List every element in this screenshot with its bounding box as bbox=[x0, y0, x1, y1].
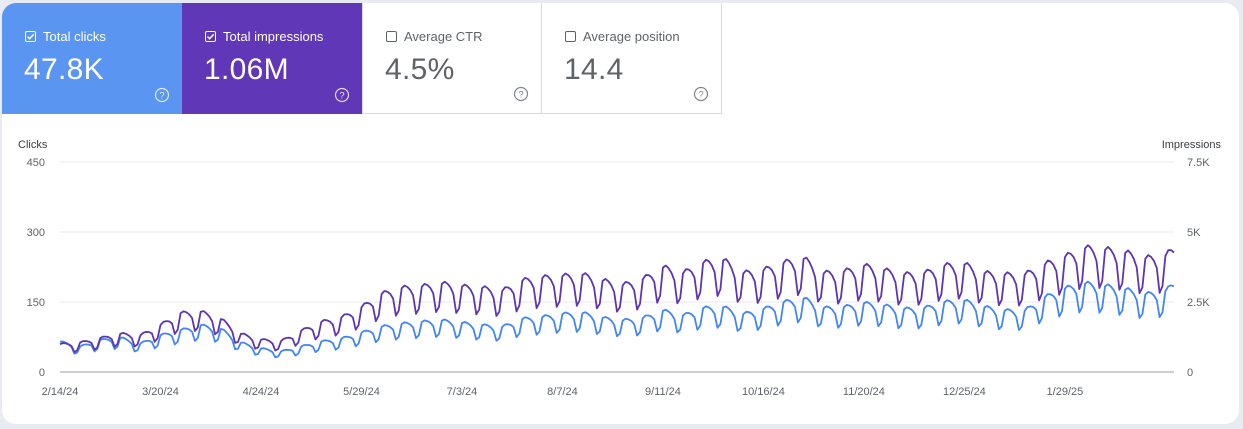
svg-text:?: ? bbox=[698, 89, 703, 100]
x-tick-label: 2/14/24 bbox=[42, 386, 79, 398]
metric-cards: Total clicks 47.8K ? Total impressions 1… bbox=[2, 3, 722, 114]
metric-label: Total impressions bbox=[223, 29, 324, 44]
left-axis-title: Clicks bbox=[18, 139, 48, 151]
series-line-clicks bbox=[59, 280, 1175, 359]
performance-chart[interactable]: Clicks Impressions 450 300 150 0 7.5K 5K 2.5K… bbox=[2, 3, 1239, 424]
metric-card-average-ctr[interactable]: Average CTR 4.5% ? bbox=[362, 3, 542, 114]
metric-value: 4.5% bbox=[385, 53, 455, 86]
svg-text:?: ? bbox=[339, 90, 344, 101]
metric-card-label-row: Average position bbox=[565, 29, 680, 44]
performance-panel: Total clicks 47.8K ? Total impressions 1… bbox=[2, 3, 1239, 424]
x-axis-ticks: 2/14/24 3/20/24 4/24/24 5/29/24 7/3/24 8/7/24… bbox=[42, 386, 1084, 398]
x-tick-label: 4/24/24 bbox=[243, 386, 280, 398]
help-icon[interactable]: ? bbox=[693, 86, 709, 102]
metric-value: 47.8K bbox=[24, 53, 104, 86]
left-tick-label: 300 bbox=[27, 227, 45, 239]
svg-text:?: ? bbox=[518, 89, 523, 100]
right-tick-label: 2.5K bbox=[1187, 297, 1210, 309]
x-tick-label: 7/3/24 bbox=[447, 386, 478, 398]
metric-card-total-impressions[interactable]: Total impressions 1.06M ? bbox=[182, 3, 362, 114]
help-icon[interactable]: ? bbox=[154, 87, 170, 103]
checkbox-checked-icon[interactable] bbox=[25, 31, 36, 42]
metric-value: 1.06M bbox=[204, 53, 289, 86]
x-tick-label: 9/11/24 bbox=[645, 386, 681, 398]
metric-value: 14.4 bbox=[564, 53, 624, 86]
left-tick-label: 450 bbox=[27, 157, 45, 169]
left-axis-ticks: 450 300 150 0 bbox=[27, 157, 45, 379]
x-tick-label: 8/7/24 bbox=[547, 386, 578, 398]
left-tick-label: 150 bbox=[27, 297, 45, 309]
left-tick-label: 0 bbox=[39, 367, 45, 379]
x-tick-label: 10/16/24 bbox=[742, 386, 785, 398]
metric-card-total-clicks[interactable]: Total clicks 47.8K ? bbox=[2, 3, 182, 114]
x-tick-label: 1/29/25 bbox=[1047, 386, 1084, 398]
right-tick-label: 7.5K bbox=[1187, 157, 1210, 169]
x-tick-label: 3/20/24 bbox=[142, 386, 179, 398]
metric-label: Average CTR bbox=[404, 29, 483, 44]
right-tick-label: 5K bbox=[1187, 227, 1201, 239]
metric-label: Average position bbox=[583, 29, 680, 44]
gridlines bbox=[60, 161, 1174, 373]
metric-card-label-row: Average CTR bbox=[386, 29, 483, 44]
svg-text:?: ? bbox=[159, 90, 164, 101]
help-icon[interactable]: ? bbox=[513, 86, 529, 102]
metric-card-label-row: Total impressions bbox=[205, 29, 323, 44]
right-axis-ticks: 7.5K 5K 2.5K 0 bbox=[1187, 157, 1210, 379]
x-tick-label: 11/20/24 bbox=[843, 386, 885, 398]
checkbox-unchecked-icon[interactable] bbox=[386, 31, 397, 42]
right-axis-title: Impressions bbox=[1162, 139, 1222, 151]
metric-label: Total clicks bbox=[43, 29, 106, 44]
metric-card-average-position[interactable]: Average position 14.4 ? bbox=[542, 3, 722, 114]
x-tick-label: 12/25/24 bbox=[943, 386, 986, 398]
series-line-impressions bbox=[59, 244, 1175, 353]
checkbox-checked-icon[interactable] bbox=[205, 31, 216, 42]
series-lines bbox=[59, 244, 1175, 359]
checkbox-unchecked-icon[interactable] bbox=[565, 31, 576, 42]
metric-card-label-row: Total clicks bbox=[25, 29, 106, 44]
x-tick-label: 5/29/24 bbox=[343, 386, 380, 398]
right-tick-label: 0 bbox=[1187, 367, 1193, 379]
help-icon[interactable]: ? bbox=[334, 87, 350, 103]
